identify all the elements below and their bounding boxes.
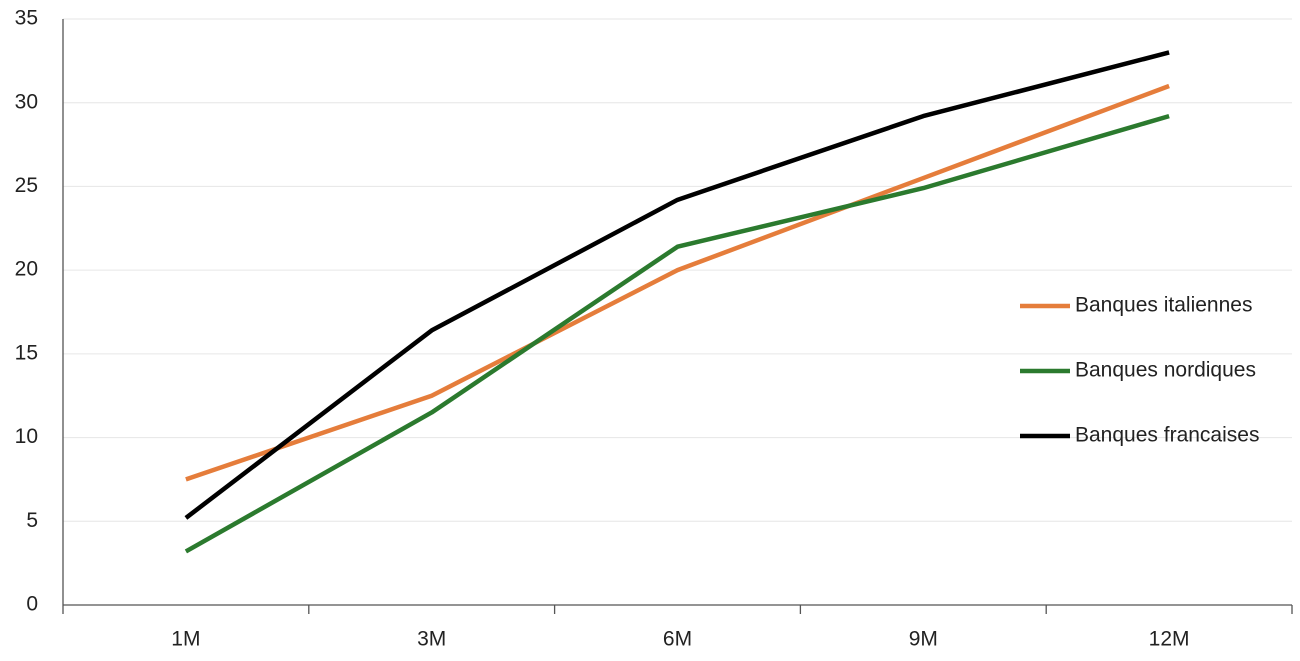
y-tick-label: 30	[15, 90, 38, 113]
x-tick-label: 1M	[171, 628, 200, 651]
x-tick-label: 12M	[1149, 628, 1190, 651]
y-tick-label: 0	[26, 593, 38, 616]
series-line	[184, 50, 1170, 520]
y-tick-label: 25	[15, 174, 38, 197]
y-tick-label: 20	[15, 258, 38, 281]
y-tick-label: 15	[15, 341, 38, 364]
y-tick-label: 35	[15, 7, 38, 30]
legend-label: Banques francaises	[1075, 424, 1259, 447]
y-tick-label: 10	[15, 425, 38, 448]
x-tick-label: 6M	[663, 628, 692, 651]
x-tick-label: 3M	[417, 628, 446, 651]
x-tick-label: 9M	[909, 628, 938, 651]
legend-label: Banques nordiques	[1075, 359, 1256, 382]
series-line	[184, 113, 1170, 554]
y-tick-label: 5	[26, 509, 38, 532]
series-line	[185, 83, 1170, 482]
legend-label: Banques italiennes	[1075, 294, 1252, 317]
